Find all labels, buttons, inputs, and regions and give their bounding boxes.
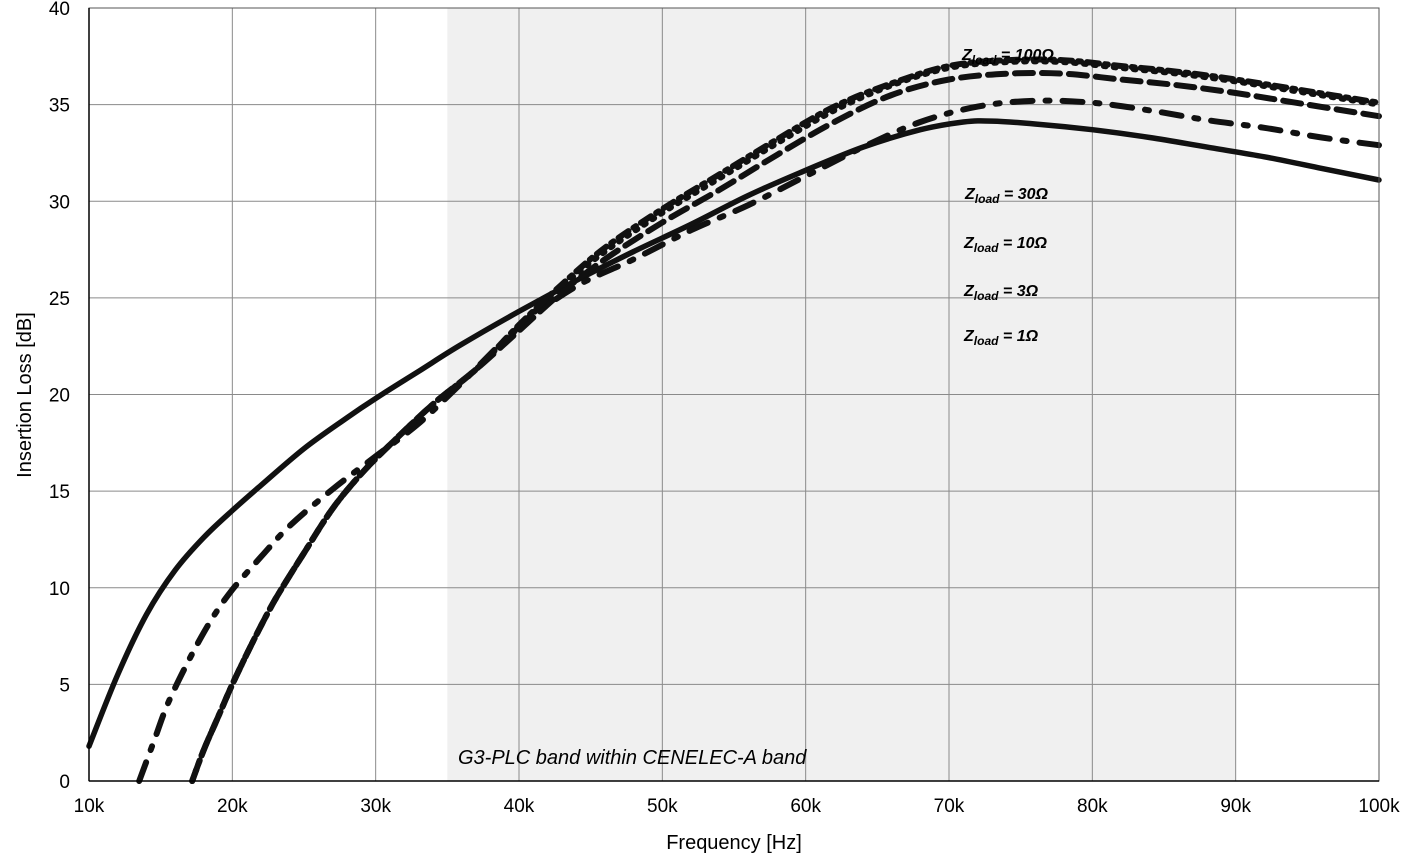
x-tick-label: 10k xyxy=(74,796,105,817)
y-tick-label: 35 xyxy=(49,96,70,117)
series-label: Zload = 30Ω xyxy=(964,186,1048,206)
x-tick-label: 70k xyxy=(934,796,965,817)
y-tick-label: 40 xyxy=(49,0,70,20)
series-line-2 xyxy=(136,97,1382,784)
y-tick-label: 0 xyxy=(59,772,70,793)
x-tick-label: 20k xyxy=(217,796,248,817)
series-label: Zload = 100Ω xyxy=(961,47,1054,67)
series-label: Zload = 10Ω xyxy=(963,235,1047,255)
x-tick-label: 90k xyxy=(1220,796,1251,817)
x-tick-label: 40k xyxy=(504,796,535,817)
x-tick-label: 100k xyxy=(1358,796,1400,817)
series-label: Zload = 3Ω xyxy=(963,283,1039,303)
x-tick-label: 30k xyxy=(360,796,391,817)
series-label: Zload = 1Ω xyxy=(963,328,1039,348)
x-axis-label: Frequency [Hz] xyxy=(666,832,802,854)
x-tick-label: 60k xyxy=(790,796,821,817)
y-tick-label: 20 xyxy=(49,386,70,407)
x-tick-label: 50k xyxy=(647,796,678,817)
y-tick-label: 10 xyxy=(49,579,70,600)
y-axis-label: Insertion Loss [dB] xyxy=(14,312,36,478)
y-tick-label: 25 xyxy=(49,289,70,310)
y-tick-label: 15 xyxy=(49,482,70,503)
series-line-1 xyxy=(86,118,1382,749)
band-label: G3-PLC band within CENELEC-A band xyxy=(458,747,807,769)
y-tick-label: 30 xyxy=(49,192,70,213)
series-line-5 xyxy=(189,56,1382,784)
y-tick-label: 5 xyxy=(59,675,70,696)
x-tick-label: 80k xyxy=(1077,796,1108,817)
